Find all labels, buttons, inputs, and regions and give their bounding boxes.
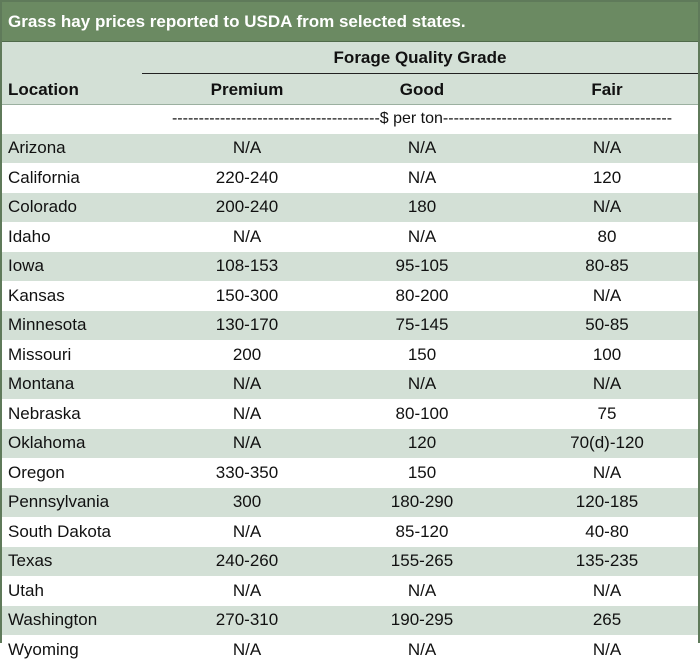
fair-cell: 70(d)-120 <box>512 433 700 453</box>
premium-cell: 108-153 <box>162 256 332 276</box>
premium-cell: N/A <box>162 581 332 601</box>
location-cell: Iowa <box>8 256 44 276</box>
good-cell: 190-295 <box>332 610 512 630</box>
location-cell: Texas <box>8 551 52 571</box>
fair-cell: 50-85 <box>512 315 700 335</box>
good-cell: 150 <box>332 345 512 365</box>
fair-cell: N/A <box>512 197 700 217</box>
premium-column-header: Premium <box>162 80 332 100</box>
units-row: ---------------------------------------$… <box>2 104 698 133</box>
premium-cell: 330-350 <box>162 463 332 483</box>
good-cell: 75-145 <box>332 315 512 335</box>
location-cell: Colorado <box>8 197 77 217</box>
good-cell: N/A <box>332 581 512 601</box>
good-cell: N/A <box>332 374 512 394</box>
price-table: Grass hay prices reported to USDA from s… <box>0 0 700 643</box>
premium-cell: 300 <box>162 492 332 512</box>
units-label: ---------------------------------------$… <box>162 110 682 128</box>
location-cell: Oklahoma <box>8 433 85 453</box>
premium-cell: 130-170 <box>162 315 332 335</box>
premium-cell: N/A <box>162 374 332 394</box>
good-cell: 150 <box>332 463 512 483</box>
location-column-header: Location <box>8 80 79 100</box>
fair-cell: N/A <box>512 581 700 601</box>
premium-cell: 200-240 <box>162 197 332 217</box>
premium-cell: N/A <box>162 522 332 542</box>
fair-cell: 80-85 <box>512 256 700 276</box>
premium-cell: 240-260 <box>162 551 332 571</box>
location-cell: Pennsylvania <box>8 492 109 512</box>
good-cell: 80-200 <box>332 286 512 306</box>
location-cell: Washington <box>8 610 97 630</box>
header-divider <box>142 73 698 74</box>
fair-cell: 80 <box>512 227 700 247</box>
premium-cell: N/A <box>162 433 332 453</box>
fair-cell: N/A <box>512 463 700 483</box>
location-cell: Minnesota <box>8 315 86 335</box>
good-cell: N/A <box>332 168 512 188</box>
premium-cell: 200 <box>162 345 332 365</box>
fair-cell: 135-235 <box>512 551 700 571</box>
premium-cell: 220-240 <box>162 168 332 188</box>
location-cell: Missouri <box>8 345 71 365</box>
location-cell: Utah <box>8 581 44 601</box>
location-cell: Montana <box>8 374 74 394</box>
good-cell: 155-265 <box>332 551 512 571</box>
fair-cell: 120-185 <box>512 492 700 512</box>
good-cell: 180 <box>332 197 512 217</box>
fair-cell: 120 <box>512 168 700 188</box>
fair-cell: 40-80 <box>512 522 700 542</box>
fair-cell: 265 <box>512 610 700 630</box>
fair-cell: N/A <box>512 286 700 306</box>
good-cell: 180-290 <box>332 492 512 512</box>
fair-cell: 75 <box>512 404 700 424</box>
location-cell: Nebraska <box>8 404 81 424</box>
premium-cell: 150-300 <box>162 286 332 306</box>
good-cell: 95-105 <box>332 256 512 276</box>
good-cell: 80-100 <box>332 404 512 424</box>
table-header: Forage Quality Grade Location Premium Go… <box>2 42 698 104</box>
premium-cell: N/A <box>162 138 332 158</box>
location-cell: Arizona <box>8 138 66 158</box>
forage-quality-grade-heading: Forage Quality Grade <box>142 48 698 68</box>
premium-cell: N/A <box>162 227 332 247</box>
table-title: Grass hay prices reported to USDA from s… <box>2 2 698 42</box>
location-cell: South Dakota <box>8 522 111 542</box>
fair-cell: N/A <box>512 374 700 394</box>
good-cell: N/A <box>332 138 512 158</box>
location-cell: Kansas <box>8 286 65 306</box>
location-cell: Oregon <box>8 463 65 483</box>
good-column-header: Good <box>332 80 512 100</box>
premium-cell: N/A <box>162 404 332 424</box>
fair-cell: 100 <box>512 345 700 365</box>
good-cell: N/A <box>332 227 512 247</box>
fair-cell: N/A <box>512 138 700 158</box>
good-cell: 85-120 <box>332 522 512 542</box>
location-cell: California <box>8 168 80 188</box>
premium-cell: 270-310 <box>162 610 332 630</box>
good-cell: 120 <box>332 433 512 453</box>
fair-column-header: Fair <box>512 80 700 100</box>
location-cell: Idaho <box>8 227 51 247</box>
